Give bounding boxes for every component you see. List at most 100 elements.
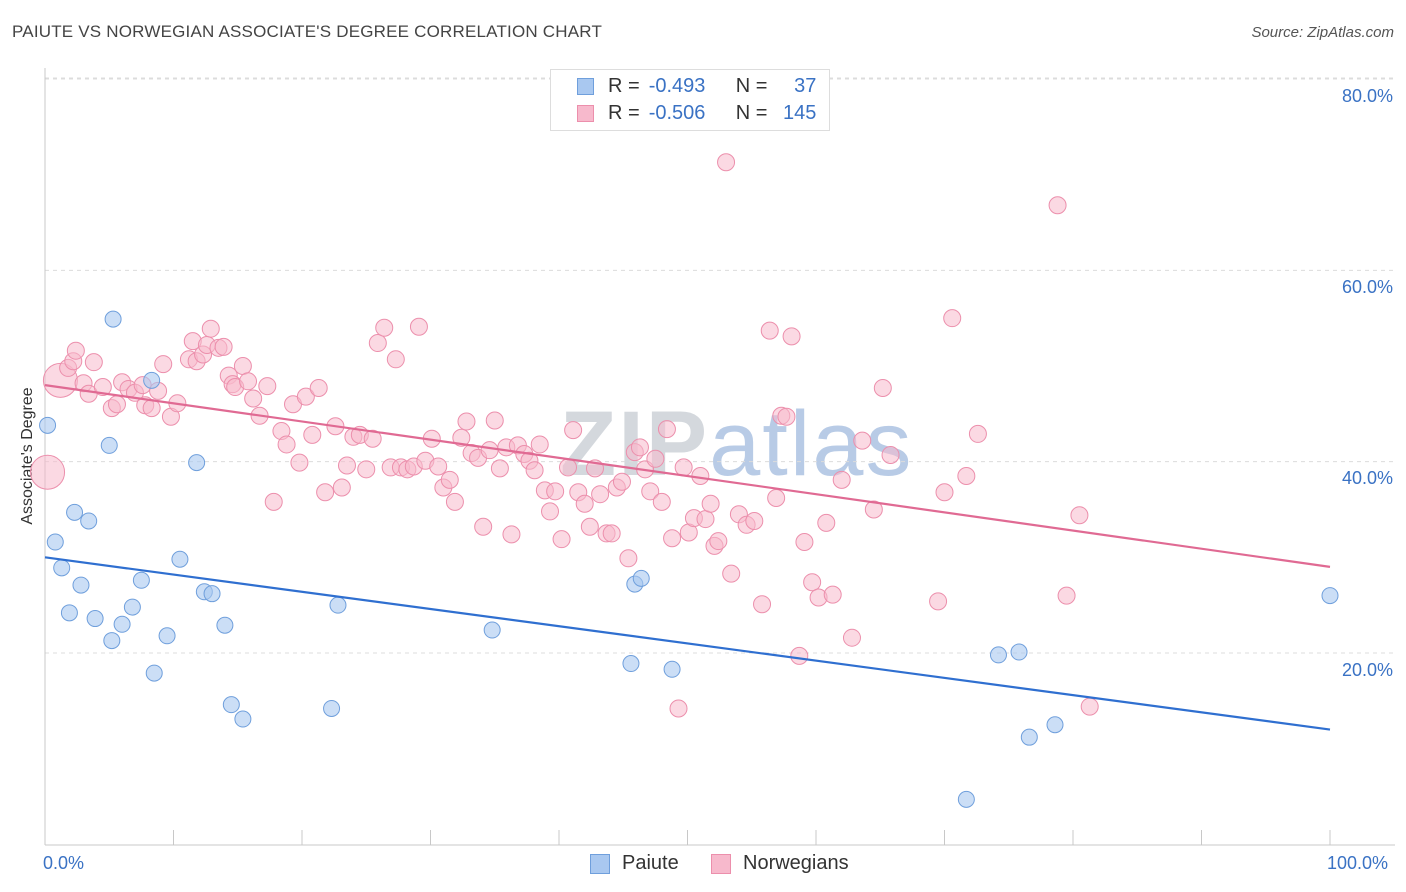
legend-paiute-swatch bbox=[590, 853, 610, 874]
norwegians-point-83 bbox=[541, 502, 560, 521]
paiute-point-4 bbox=[66, 503, 84, 521]
norwegians-point-43 bbox=[303, 425, 322, 444]
paiute-point-7 bbox=[86, 610, 104, 628]
norwegians-point-124 bbox=[777, 407, 796, 426]
norwegians-point-112 bbox=[701, 494, 720, 513]
trend-lines bbox=[44, 384, 1331, 731]
norwegians-point-145 bbox=[1080, 697, 1099, 716]
norwegians-point-99 bbox=[630, 438, 649, 457]
norwegians-point-44 bbox=[309, 379, 328, 398]
watermark-atlas: atlas bbox=[709, 393, 914, 495]
norwegians-point-76 bbox=[502, 525, 521, 544]
y-tick-label-40: 40.0% bbox=[1341, 468, 1393, 488]
norwegians-point-66 bbox=[445, 492, 464, 511]
norwegians-point-39 bbox=[277, 435, 296, 454]
paiute-point-6 bbox=[80, 512, 98, 530]
paiute-point-18 bbox=[188, 454, 206, 472]
norwegians-point-135 bbox=[864, 500, 883, 519]
y-tick-label-80: 80.0% bbox=[1341, 86, 1393, 106]
paiute-point-17 bbox=[171, 550, 189, 568]
paiute-point-26 bbox=[483, 621, 501, 639]
norwegians-point-116 bbox=[722, 564, 741, 583]
stats-row-norwegians: R = -0.506 N = 145 bbox=[551, 100, 816, 126]
norwegians-point-71 bbox=[474, 517, 493, 536]
norwegians-point-142 bbox=[1048, 196, 1067, 215]
norwegians-point-89 bbox=[575, 494, 594, 513]
norwegians-n-label: N = bbox=[735, 101, 768, 124]
norwegians-point-87 bbox=[564, 421, 583, 440]
norwegians-point-119 bbox=[745, 511, 764, 530]
paiute-point-34 bbox=[1020, 728, 1038, 746]
paiute-point-25 bbox=[329, 596, 347, 614]
norwegians-point-85 bbox=[552, 530, 571, 549]
norwegians-point-94 bbox=[602, 524, 621, 543]
norwegians-point-106 bbox=[669, 699, 688, 718]
norwegians-point-53 bbox=[368, 334, 387, 353]
norwegians-point-7 bbox=[84, 353, 103, 372]
norwegians-point-140 bbox=[957, 467, 976, 486]
norwegians-point-121 bbox=[760, 321, 779, 340]
norwegians-point-47 bbox=[332, 478, 351, 497]
norwegians-point-45 bbox=[316, 483, 335, 502]
norwegians-point-0 bbox=[30, 454, 66, 490]
norwegians-point-34 bbox=[244, 389, 263, 408]
y-tick-label-60: 60.0% bbox=[1341, 277, 1393, 297]
norwegians-point-111 bbox=[696, 510, 715, 529]
paiute-point-36 bbox=[1321, 587, 1339, 605]
norwegians-point-127 bbox=[795, 533, 814, 552]
norwegians-point-102 bbox=[646, 449, 665, 468]
legend-item-paiute: Paiute bbox=[590, 852, 679, 875]
source-credit: Source: ZipAtlas.com bbox=[1251, 24, 1394, 41]
norwegians-point-92 bbox=[591, 485, 610, 504]
norwegians-point-84 bbox=[546, 482, 565, 501]
legend-item-norwegians: Norwegians bbox=[711, 852, 849, 875]
norwegians-point-90 bbox=[580, 517, 599, 536]
norwegians-point-122 bbox=[767, 489, 786, 508]
norwegians-point-36 bbox=[258, 377, 277, 396]
norwegians-point-132 bbox=[832, 470, 851, 489]
norwegians-point-141 bbox=[968, 424, 987, 443]
y-tick-label-20: 20.0% bbox=[1341, 660, 1393, 680]
norwegians-swatch bbox=[577, 104, 594, 122]
paiute-n-value: 37 bbox=[794, 74, 817, 97]
x-tick-label-0: 0.0% bbox=[43, 853, 85, 873]
norwegians-point-54 bbox=[375, 318, 394, 337]
norwegians-point-63 bbox=[429, 457, 448, 476]
norwegians-point-73 bbox=[485, 411, 504, 430]
norwegians-point-143 bbox=[1057, 586, 1076, 605]
norwegians-point-137 bbox=[881, 445, 900, 464]
norwegians-point-86 bbox=[558, 458, 577, 477]
norwegians-point-97 bbox=[619, 549, 638, 568]
norwegians-point-4 bbox=[66, 341, 85, 360]
norwegians-point-107 bbox=[674, 458, 693, 477]
legend-norwegians-label: Norwegians bbox=[743, 852, 849, 874]
norwegians-point-133 bbox=[842, 628, 861, 647]
norwegians-point-114 bbox=[709, 532, 728, 551]
paiute-point-23 bbox=[234, 710, 252, 728]
paiute-point-11 bbox=[113, 615, 131, 633]
paiute-point-32 bbox=[989, 646, 1007, 664]
norwegians-point-8 bbox=[93, 378, 112, 397]
norwegians-point-51 bbox=[357, 460, 376, 479]
norwegians-trend-line bbox=[44, 384, 1331, 568]
paiute-point-13 bbox=[132, 571, 150, 589]
paiute-point-24 bbox=[323, 699, 341, 717]
chart-title: PAIUTE VS NORWEGIAN ASSOCIATE'S DEGREE C… bbox=[12, 22, 603, 41]
norwegians-point-10 bbox=[107, 395, 126, 414]
norwegians-r-label: R = bbox=[608, 101, 640, 124]
paiute-r-label: R = bbox=[608, 74, 640, 97]
norwegians-point-101 bbox=[641, 482, 660, 501]
norwegians-point-125 bbox=[782, 327, 801, 346]
norwegians-point-144 bbox=[1070, 506, 1089, 525]
paiute-n-label: N = bbox=[735, 74, 768, 97]
norwegians-point-37 bbox=[264, 492, 283, 511]
watermark: ZIPatlas bbox=[560, 392, 913, 497]
paiute-point-20 bbox=[203, 585, 221, 603]
stats-legend: R = -0.493 N = 37 R = -0.506 N = 145 bbox=[550, 69, 830, 131]
norwegians-point-33 bbox=[239, 372, 258, 391]
x-tick-label-100: 100.0% bbox=[1327, 853, 1389, 873]
paiute-point-21 bbox=[216, 616, 234, 634]
paiute-swatch bbox=[577, 77, 594, 95]
norwegians-point-52 bbox=[363, 429, 382, 448]
paiute-point-8 bbox=[100, 436, 118, 454]
